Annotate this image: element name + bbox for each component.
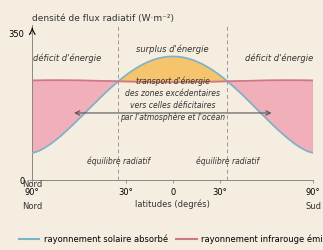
Text: Sud: Sud [305, 202, 321, 211]
Text: Nord: Nord [22, 202, 42, 211]
X-axis label: latitudes (degrés): latitudes (degrés) [135, 200, 210, 209]
Text: transport d'énergie
des zones excédentaires
vers celles déficitaires
par l'atmos: transport d'énergie des zones excédentai… [120, 77, 225, 122]
Text: surplus d'énergie: surplus d'énergie [137, 44, 209, 54]
Text: équilibre radiatif: équilibre radiatif [196, 156, 259, 166]
Text: équilibre radiatif: équilibre radiatif [87, 156, 150, 166]
Text: Nord: Nord [22, 180, 42, 189]
Text: densité de flux radiatif (W·m⁻²): densité de flux radiatif (W·m⁻²) [32, 14, 174, 23]
Text: déficit d'énergie: déficit d'énergie [245, 54, 313, 63]
Legend: rayonnement solaire absorbé, rayonnement infrarouge émis: rayonnement solaire absorbé, rayonnement… [15, 231, 323, 247]
Text: déficit d'énergie: déficit d'énergie [33, 54, 101, 63]
